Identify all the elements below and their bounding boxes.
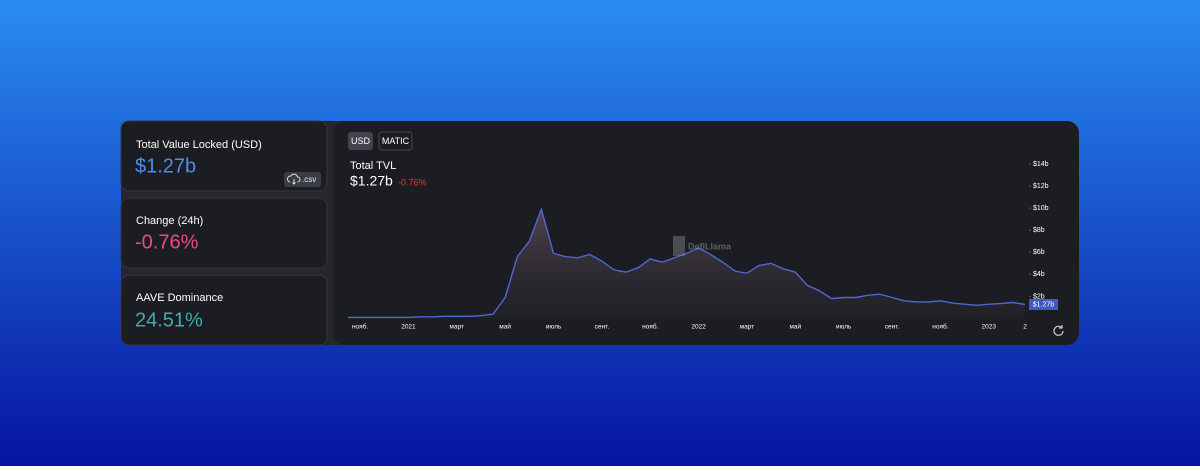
stat-box: [120, 274, 328, 346]
stat-label: AAVE Dominance: [136, 292, 223, 304]
current-badge: [1029, 298, 1058, 310]
x-tick-label: 2021: [401, 324, 416, 331]
stat-value: $1.27b: [135, 155, 196, 177]
x-tick-label: сент.: [595, 324, 610, 331]
chart-title: Total TVL: [350, 160, 396, 172]
x-tick-label: март: [450, 324, 465, 331]
x-tick-label: май: [499, 323, 511, 331]
csv-icon: [286, 173, 301, 185]
csv-label: .csv: [302, 175, 316, 184]
toggle-label: USD: [351, 136, 371, 146]
x-tick-label: нояб.: [932, 323, 948, 331]
y-tick-label: $4b: [1033, 271, 1045, 278]
area-fill: [348, 209, 1025, 319]
stat-box: [120, 120, 328, 192]
stat-value: -0.76%: [135, 231, 199, 253]
current-label: $1.27b: [1033, 301, 1055, 308]
x-tick-label: июль: [546, 324, 562, 331]
refresh-icon[interactable]: [1053, 325, 1064, 336]
watermark-icon: [673, 236, 685, 256]
x-tick-label: 2023: [981, 324, 996, 331]
y-tick-label: $6b: [1033, 249, 1045, 256]
toggle-label: MATIC: [382, 136, 410, 146]
x-tick-label: март: [740, 324, 755, 331]
chart-change: -0.76%: [398, 177, 427, 187]
x-tick-label: 2022: [691, 324, 706, 331]
y-tick-label: $12b: [1033, 183, 1049, 190]
x-tick-label: нояб.: [352, 323, 368, 331]
stat-box: [120, 197, 328, 269]
area-line: [348, 206, 1026, 319]
toggle[interactable]: [378, 131, 413, 151]
toggle-active[interactable]: [348, 132, 373, 150]
x-tick-label: 2: [1023, 324, 1027, 331]
x-tick-label: июль: [836, 324, 852, 331]
y-tick-label: $14b: [1033, 161, 1049, 168]
chart-subtitle: $1.27b: [350, 173, 393, 189]
x-tick-label: май: [789, 323, 801, 331]
watermark: DefiLlama: [673, 236, 732, 256]
y-tick-label: $8b: [1033, 227, 1045, 234]
stat-label: Total Value Locked (USD): [136, 139, 262, 151]
x-tick-label: нояб.: [642, 323, 658, 331]
y-tick-label: $2b: [1033, 293, 1045, 300]
stat-value: 24.51%: [135, 309, 203, 331]
x-tick-label: сент.: [885, 324, 900, 331]
stat-label: Change (24h): [136, 215, 203, 227]
watermark-text: DefiLlama: [688, 241, 732, 251]
y-tick-label: $10b: [1033, 205, 1049, 212]
